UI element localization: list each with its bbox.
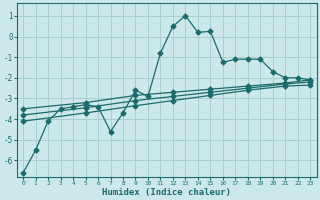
X-axis label: Humidex (Indice chaleur): Humidex (Indice chaleur)	[102, 188, 231, 197]
